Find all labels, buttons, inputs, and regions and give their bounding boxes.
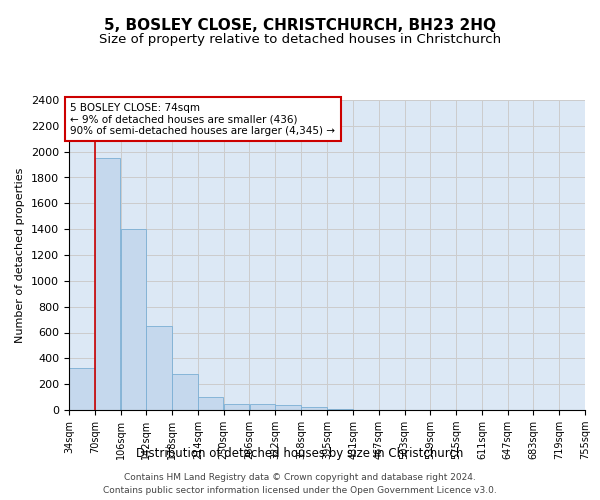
- Bar: [95, 158, 121, 410]
- Bar: [250, 404, 275, 410]
- Bar: [69, 368, 95, 410]
- Bar: [275, 406, 301, 410]
- Bar: [146, 326, 172, 410]
- Bar: [224, 404, 249, 410]
- Text: Distribution of detached houses by size in Christchurch: Distribution of detached houses by size …: [136, 448, 464, 460]
- Bar: [121, 229, 146, 410]
- Text: 5, BOSLEY CLOSE, CHRISTCHURCH, BH23 2HQ: 5, BOSLEY CLOSE, CHRISTCHURCH, BH23 2HQ: [104, 18, 496, 32]
- Bar: [172, 374, 197, 410]
- Text: Contains HM Land Registry data © Crown copyright and database right 2024.: Contains HM Land Registry data © Crown c…: [124, 472, 476, 482]
- Bar: [301, 408, 327, 410]
- Text: 5 BOSLEY CLOSE: 74sqm
← 9% of detached houses are smaller (436)
90% of semi-deta: 5 BOSLEY CLOSE: 74sqm ← 9% of detached h…: [70, 102, 335, 136]
- Y-axis label: Number of detached properties: Number of detached properties: [16, 168, 25, 342]
- Text: Size of property relative to detached houses in Christchurch: Size of property relative to detached ho…: [99, 32, 501, 46]
- Text: Contains public sector information licensed under the Open Government Licence v3: Contains public sector information licen…: [103, 486, 497, 495]
- Bar: [198, 397, 223, 410]
